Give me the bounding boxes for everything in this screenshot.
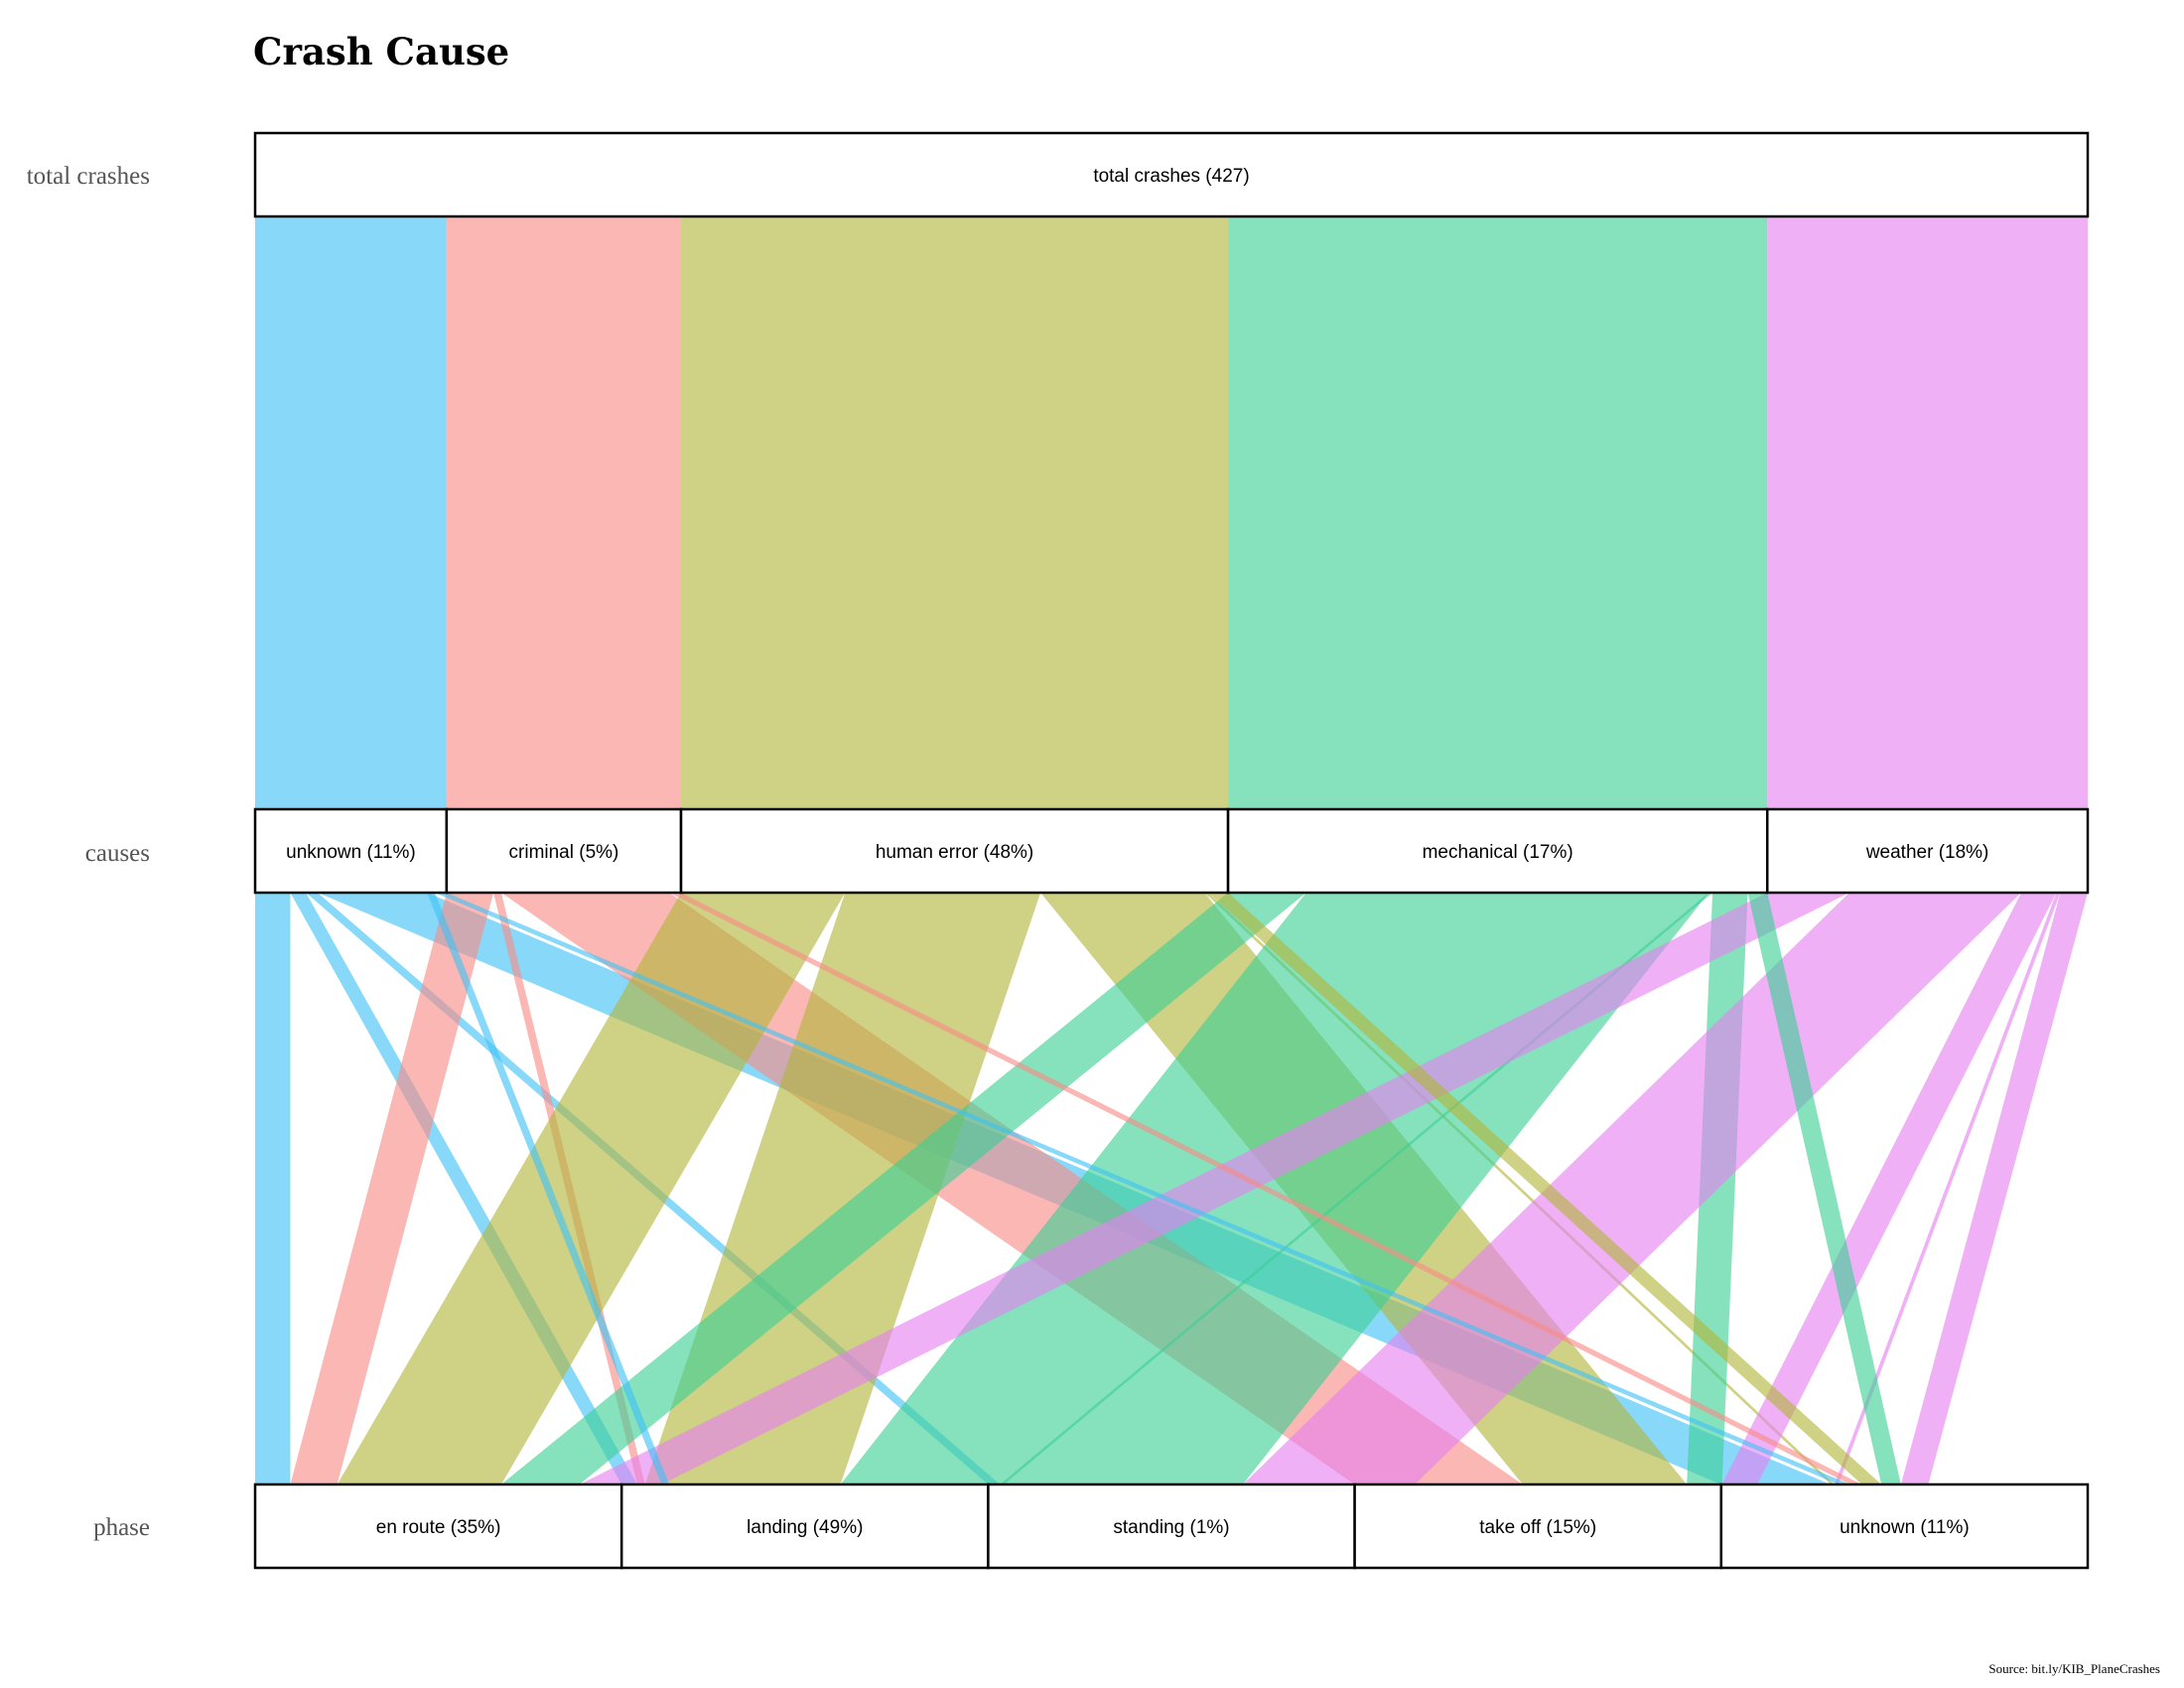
ribbons-causes-to-phase: [255, 893, 2088, 1484]
ribbon-total-criminal: [446, 216, 682, 809]
source-note: Source: bit.ly/KIB_PlaneCrashes: [1988, 1661, 2160, 1676]
level-label-phase: phase: [93, 1514, 150, 1541]
ribbon-unknown-to-en-route-0: [255, 893, 291, 1484]
ribbon-unknown-to-unknown-26: [435, 893, 1850, 1484]
node-cause-weather-box: [1765, 807, 2090, 895]
phase-nodes: en route (35%) landing (49%) standing (1%)…: [253, 1482, 2090, 1570]
node-phase-landing-box: [619, 1482, 990, 1570]
node-phase-take-off-box: [1353, 1482, 1723, 1570]
ribbon-criminal-to-en-route-5: [290, 893, 494, 1484]
node-cause-criminal-label: criminal (5%): [509, 842, 619, 863]
ribbon-human-error-to-unknown-28: [1208, 893, 1882, 1484]
ribbon-mechanical-to-en-route-15: [500, 893, 1306, 1484]
ribbon-mechanical-to-unknown-29: [1747, 893, 1901, 1484]
chart-title: Crash Cause: [253, 30, 509, 73]
ribbon-total-mechanical: [1228, 216, 1768, 809]
node-total: total crashes (427): [253, 131, 2090, 218]
ribbon-total-unknown: [255, 216, 447, 809]
ribbon-unknown-to-en-route-25: [427, 893, 670, 1484]
node-phase-en-route-box: [253, 1482, 623, 1570]
node-phase-unknown-box: [1719, 1482, 2090, 1570]
ribbon-weather-to-unknown-30: [1900, 893, 2088, 1484]
node-cause-weather-label: weather (18%): [1865, 842, 1989, 863]
node-phase-standing-box: [987, 1482, 1356, 1570]
node-total-box: [253, 131, 2090, 218]
level-label-causes: causes: [85, 840, 150, 867]
node-total-label: total crashes (427): [1093, 166, 1249, 187]
node-cause-human-error-box: [679, 807, 1230, 895]
ribbon-weather-to-unknown-24: [1834, 893, 2061, 1484]
node-phase-unknown-label: unknown (11%): [1840, 1517, 1970, 1538]
ribbon-total-human-error: [681, 216, 1229, 809]
cause-nodes: unknown (11%) criminal (5%) human error (4…: [253, 807, 2090, 895]
ribbon-human-error-to-en-route-10: [337, 893, 846, 1484]
level-label-total: total crashes: [27, 163, 150, 190]
node-cause-mechanical-label: mechanical (17%): [1423, 842, 1573, 863]
node-phase-en-route-label: en route (35%): [376, 1517, 501, 1538]
ribbon-criminal-to-unknown-27: [669, 893, 1862, 1484]
ribbons-total-to-causes: [255, 216, 2088, 809]
node-phase-standing-label: standing (1%): [1113, 1517, 1229, 1538]
ribbon-weather-to-landing-21: [1243, 893, 2022, 1484]
ribbon-weather-to-en-route-20: [579, 893, 1849, 1484]
ribbon-weather-to-take-off-23: [1721, 893, 2057, 1484]
ribbon-total-weather: [1767, 216, 2088, 809]
node-cause-unknown-label: unknown (11%): [286, 842, 416, 863]
node-cause-human-error-label: human error (48%): [876, 842, 1033, 863]
node-cause-unknown-box: [253, 807, 449, 895]
node-phase-take-off-label: take off (15%): [1479, 1517, 1596, 1538]
node-phase-landing-label: landing (49%): [747, 1517, 863, 1538]
node-cause-criminal-box: [445, 807, 683, 895]
